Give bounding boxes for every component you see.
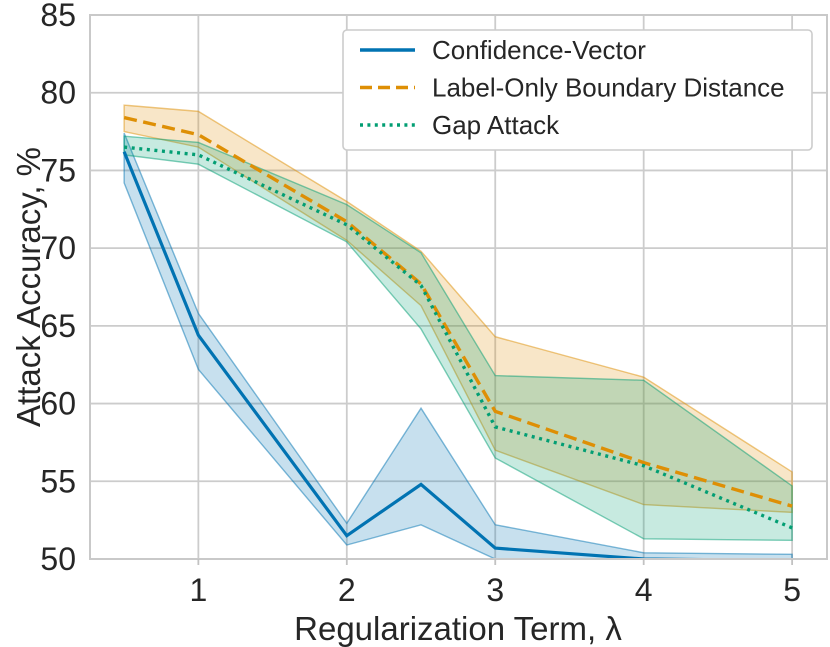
series-line-dotted <box>123 145 793 530</box>
series-line-solid <box>122 151 793 559</box>
x-tick-label: 3 <box>486 572 504 608</box>
data-lines <box>122 115 793 559</box>
y-tick-label: 70 <box>40 230 76 266</box>
y-tick-label: 80 <box>40 75 76 111</box>
x-tick-label: 5 <box>783 572 801 608</box>
plot-border <box>89 14 828 560</box>
y-tick-label: 85 <box>40 0 76 33</box>
legend-label: Label-Only Boundary Distance <box>432 73 785 103</box>
legend: Confidence-Vector Label-Only Boundary Dis… <box>342 29 813 151</box>
confidence-bands <box>123 104 793 559</box>
legend-box <box>342 29 813 151</box>
confidence-band <box>123 135 793 542</box>
x-tick-label: 2 <box>338 572 356 608</box>
legend-label: Gap Attack <box>432 110 560 140</box>
tick-marks <box>197 559 794 565</box>
y-tick-label: 60 <box>40 386 76 422</box>
confidence-band <box>123 132 793 559</box>
axes-spines <box>89 14 828 560</box>
y-tick-label: 75 <box>40 152 76 188</box>
legend-label: Confidence-Vector <box>432 35 646 65</box>
y-axis-label: Attack Accuracy, % <box>10 147 47 427</box>
series-line-dashed <box>123 115 793 508</box>
tick-labels: 50 55 60 65 70 75 80 85 1 2 3 4 5 <box>40 0 801 608</box>
y-tick-label: 65 <box>40 308 76 344</box>
x-axis-label: Regularization Term, λ <box>294 610 622 647</box>
y-tick-label: 50 <box>40 541 76 577</box>
x-tick-label: 1 <box>189 572 207 608</box>
y-tick-label: 55 <box>40 463 76 499</box>
x-tick-label: 4 <box>635 572 653 608</box>
